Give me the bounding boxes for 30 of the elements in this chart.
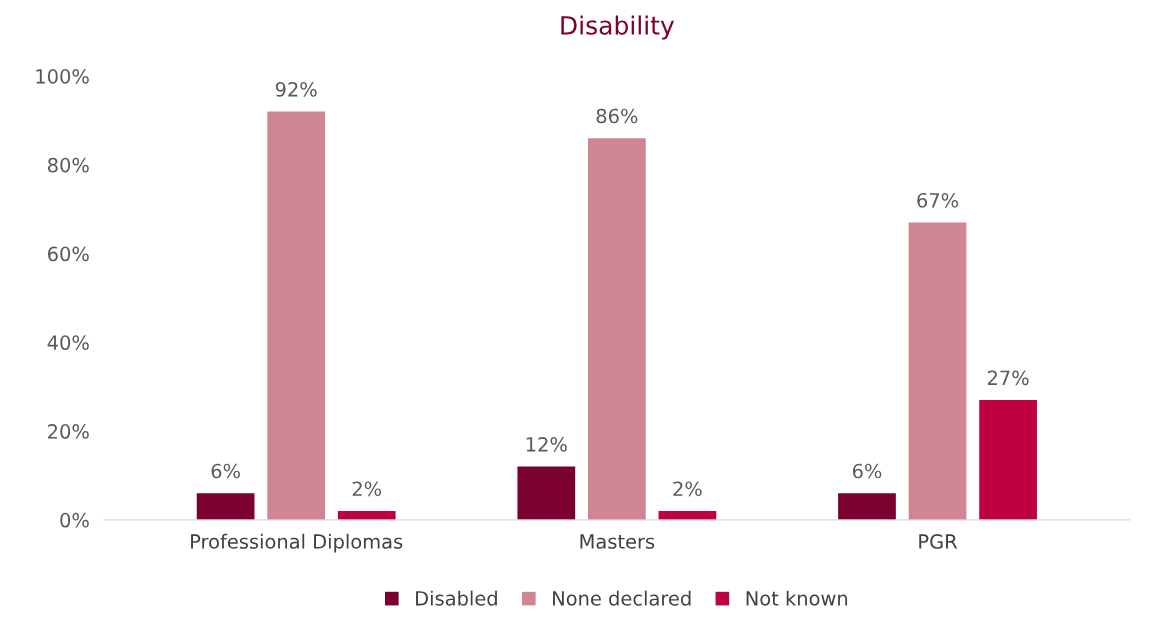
y-tick-label: 0%	[60, 512, 89, 528]
data-label: 67%	[917, 192, 959, 208]
chart-title: Disability	[561, 15, 675, 40]
data-label: 2%	[673, 481, 702, 497]
y-tick-label: 60%	[48, 246, 89, 262]
bar	[908, 222, 967, 520]
y-tick-label: 80%	[47, 157, 89, 173]
data-label: 86%	[596, 108, 638, 124]
y-tick-label: 20%	[48, 424, 89, 439]
bar	[337, 511, 396, 520]
y-tick-label: 40%	[47, 335, 89, 351]
legend-label: None declared	[553, 590, 691, 606]
x-tick-label: Masters	[580, 534, 655, 549]
bar	[838, 493, 896, 520]
bar	[267, 111, 326, 520]
data-label: 2%	[352, 481, 382, 497]
legend-label: Not known	[746, 590, 848, 606]
data-label: 92%	[275, 82, 317, 97]
bar	[196, 493, 255, 520]
bar	[517, 466, 576, 520]
bar	[979, 400, 1037, 520]
x-tick-label: PGR	[919, 534, 958, 549]
legend-label: Disabled	[416, 590, 497, 606]
x-tick-label: Professional Diplomas	[191, 533, 403, 553]
data-label: 27%	[987, 370, 1029, 386]
data-label: 6%	[852, 463, 882, 479]
bar	[587, 138, 646, 520]
data-label: 6%	[211, 463, 240, 479]
y-tick-label: 100%	[36, 69, 89, 84]
data-label: 12%	[526, 437, 567, 452]
